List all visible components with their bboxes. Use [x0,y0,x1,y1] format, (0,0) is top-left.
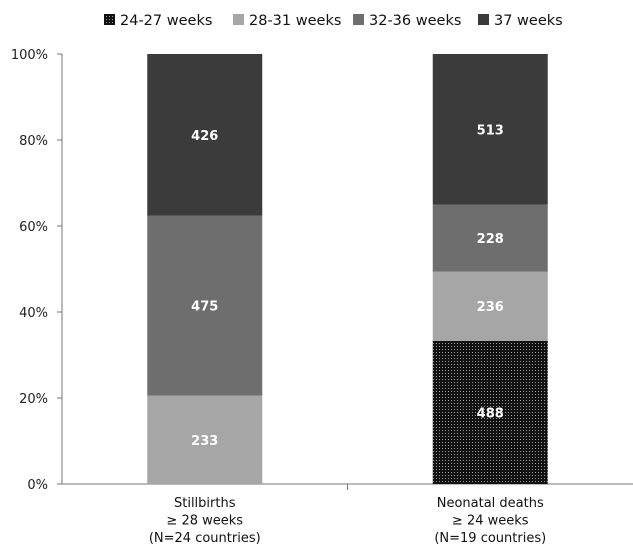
y-tick-label: 20% [19,392,48,407]
bar-segment [432,340,548,484]
data-label: 233 [191,434,218,449]
legend-swatch [353,14,364,25]
bar-segment [147,215,263,396]
bar-segment [432,54,548,205]
legend-label: 28-31 weeks [249,13,341,29]
category-label: ≥ 28 weeks [166,514,243,529]
data-label: 488 [477,406,504,421]
category-label: Stillbirths [174,496,236,511]
bar-segment [147,395,263,484]
data-label: 426 [191,129,218,144]
data-label: 228 [477,232,504,247]
category-labels: Stillbirths ≥ 28 weeks (N=24 countries) Neo… [149,496,546,546]
legend-label: 37 weeks [494,13,563,29]
y-tick-label: 0% [27,478,48,493]
legend-swatch [478,14,489,25]
category-label: ≥ 24 weeks [452,514,529,529]
y-tick-label: 100% [11,48,48,63]
bar-segment [432,204,548,272]
bars: 233 475 426 488 236 228 513 [147,54,548,484]
category-label: (N=24 countries) [149,531,261,546]
bar-segment [432,271,548,341]
y-tick-label: 40% [19,306,48,321]
legend-swatch [104,14,115,25]
legend-swatch [233,14,244,25]
category-label: Neonatal deaths [437,496,544,511]
legend: 24-27 weeks 28-31 weeks 32-36 weeks 37 week… [104,13,563,29]
data-label: 236 [477,300,504,315]
y-tick-label: 60% [19,220,48,235]
y-tick-label: 80% [19,134,48,149]
category-label: (N=19 countries) [434,531,546,546]
data-label: 475 [191,300,218,315]
bar-segment [147,54,263,216]
legend-label: 24-27 weeks [120,13,212,29]
data-label: 513 [477,123,504,138]
legend-label: 32-36 weeks [369,13,461,29]
